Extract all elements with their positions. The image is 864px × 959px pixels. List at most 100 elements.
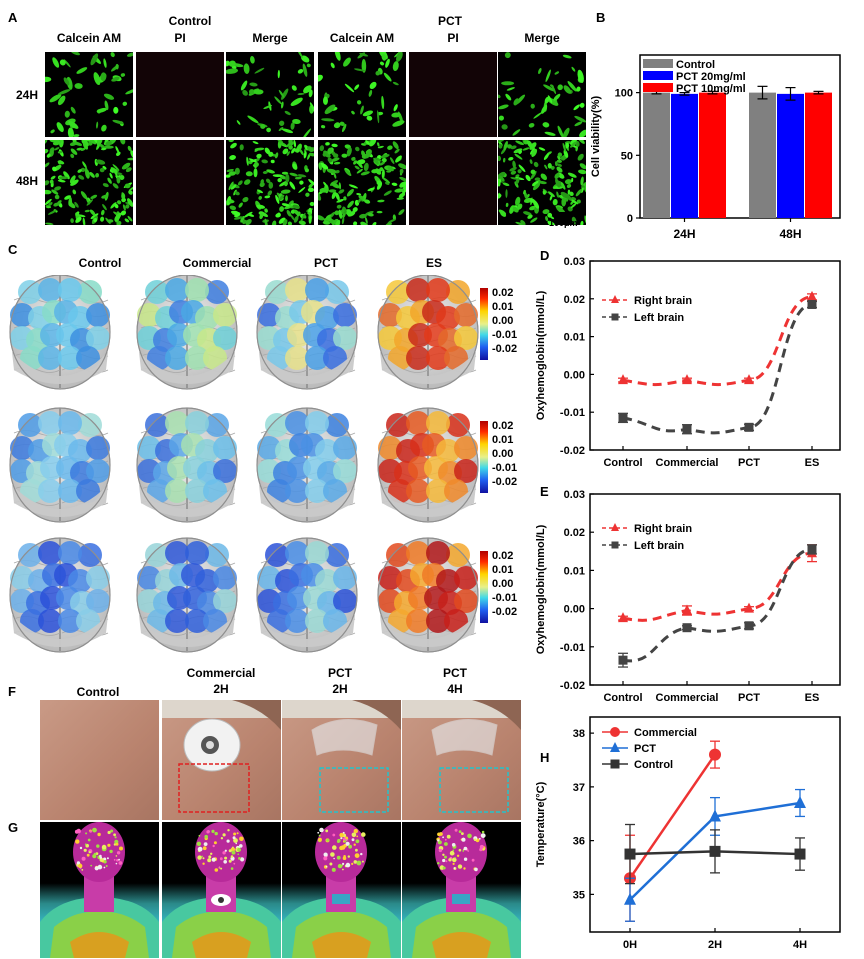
x-tick-label: 48H [779,227,801,241]
colorbar [480,421,488,493]
legend-swatch [643,59,673,68]
panel-e-letter: E [540,484,549,499]
colorbar-tick-label: -0.02 [492,343,517,355]
legend-swatch [643,71,673,80]
x-tick-label: ES [805,692,820,704]
panel-f-column-header-line2: 2H [213,682,229,696]
colorbar-tick-label: 0.01 [492,301,513,313]
panel-a-column-header: Merge [252,31,288,45]
thermal-image [40,822,159,958]
cell-fluorescence-image [226,140,314,225]
cell-fluorescence-image [498,140,586,225]
legend-label: PCT 20mg/ml [676,71,746,83]
data-point [682,374,692,385]
applied-area-box [439,767,509,813]
panel-h-letter: H [540,750,550,765]
legend-label: Right brain [634,523,692,535]
panel-f-column-header-line2: 4H [447,682,463,696]
panel-f-letter: F [8,684,16,699]
panel-d-letter: D [540,248,550,263]
data-point [794,848,806,860]
panel-c-letter: C [8,242,18,257]
cell-fluorescence-image [318,52,405,133]
y-tick-label: 50 [621,150,633,162]
data-point [744,374,754,385]
microscopy-tile [318,52,406,137]
panel-a-column-header: Merge [524,31,560,45]
colorbar-tick-label: -0.01 [492,462,517,474]
panel-c-column-header: Commercial [182,256,252,270]
bar [777,93,804,218]
y-axis-label: Temperature(°C) [535,781,547,867]
y-tick-label: 35 [573,889,585,901]
panel-f-column-header-line1: Commercial [186,666,256,680]
data-point [682,424,692,434]
data-point [709,845,721,857]
microscopy-tile [45,140,133,225]
panel-d-line-chart: -0.02 -0.01 0.00 0.01 0.02 0.03 Oxyhemoglobin(… [535,256,841,469]
legend-label: PCT [634,743,656,755]
applied-area-box [319,767,389,813]
bar [699,92,726,218]
brain-map [136,275,238,390]
data-point [709,809,721,822]
colorbar-tick-label: -0.02 [492,606,517,618]
y-axis-label: Oxyhemoglobin(mmol/L) [535,524,547,654]
skin-photo [40,700,159,820]
series-line [622,295,813,387]
data-point [744,422,754,432]
y-tick-label: -0.01 [560,407,585,419]
data-point [682,604,692,615]
series-line [622,302,813,435]
x-tick-label: Control [603,457,642,469]
data-point [618,612,628,623]
legend-label: PCT 10mg/ml [676,83,746,95]
series-line [622,551,813,622]
x-tick-label: ES [805,457,820,469]
colorbar [480,551,488,623]
y-axis-label: Cell viability(%) [590,96,602,178]
colorbar-tick-label: -0.02 [492,476,517,488]
thermal-image-row [40,822,521,958]
y-axis-label: Oxyhemoglobin(mmol/L) [535,290,547,420]
y-tick-label: 0.03 [564,489,585,501]
panel-f-column-header-line1: PCT [443,666,467,680]
data-point [618,413,628,423]
microscopy-tile [136,140,224,225]
data-point [807,544,817,554]
skin-photo [402,700,521,820]
panel-g-letter: G [8,820,19,835]
data-point [744,621,754,631]
data-point [624,848,636,860]
y-tick-label: 0.03 [564,256,585,268]
brain-map [136,407,238,523]
cell-fluorescence-image [226,52,314,137]
bar [749,92,776,218]
brain-map [377,407,479,523]
data-point [682,623,692,633]
colorbar-tick-label: -0.01 [492,592,517,604]
applied-area-box [178,763,250,813]
brain-map [9,275,111,390]
data-point [611,313,619,321]
brain-map-grid: 0.02 0.01 0.00 -0.01 -0.02 0.02 0.01 0.00 -0.01 -… [9,275,517,653]
legend-label: Control [676,59,715,71]
y-tick-label: 0.01 [564,332,585,344]
cell-fluorescence-image [45,52,133,137]
legend-swatch [643,83,673,92]
thermal-image [282,822,401,958]
colorbar-tick-label: 0.02 [492,287,513,299]
legend-label: Control [634,759,673,771]
data-point [709,748,721,761]
colorbar-tick-label: -0.01 [492,329,517,341]
brain-map [377,537,479,653]
panel-c-column-header: ES [425,256,442,270]
x-tick-label: Commercial [656,692,719,704]
legend-label: Left brain [634,312,684,324]
patch-region [452,894,470,904]
bar [671,93,698,218]
colorbar-tick-label: 0.02 [492,550,513,562]
x-tick-label: PCT [738,457,760,469]
y-tick-label: 38 [573,728,585,740]
